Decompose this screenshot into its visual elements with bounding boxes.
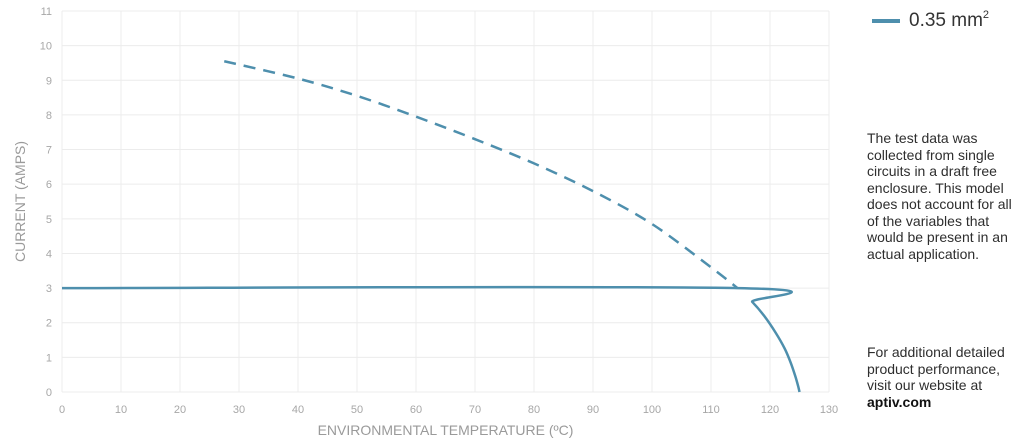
x-tick-label: 120 [761, 404, 779, 416]
x-tick-label: 40 [292, 404, 304, 416]
website-note: For additional detailed product performa… [867, 344, 1022, 410]
x-axis-title: ENVIRONMENTAL TEMPERATURE (ºC) [318, 422, 574, 438]
grid [61, 10, 830, 393]
chart: 0 10 20 30 40 50 60 70 80 90 100 110 120 130 0 1 2 3 4 5 6 7 8… [12, 6, 838, 438]
legend: 0.35 mm2 [872, 9, 989, 32]
x-tick-label: 90 [587, 404, 599, 416]
y-tick-label: 6 [46, 179, 52, 191]
y-tick-label: 5 [46, 214, 52, 226]
y-tick-label: 2 [46, 318, 52, 330]
series-lines [61, 60, 801, 393]
x-tick-label: 130 [820, 404, 838, 416]
legend-label: 0.35 mm2 [909, 9, 989, 32]
y-tick-label: 7 [46, 145, 52, 157]
test-data-note: The test data was collected from single … [867, 130, 1012, 262]
x-tick-label: 100 [643, 404, 661, 416]
legend-label-text: 0.35 mm [909, 10, 983, 31]
x-tick-label: 0 [59, 404, 65, 416]
y-tick-label: 9 [46, 75, 52, 87]
series-line-dashed [223, 60, 739, 290]
legend-swatch [872, 18, 900, 23]
y-axis-title: CURRENT (AMPS) [12, 141, 28, 262]
website-link[interactable]: aptiv.com [867, 393, 932, 410]
x-tick-label: 30 [233, 404, 245, 416]
x-tick-label: 60 [410, 404, 422, 416]
series-line-solid [61, 285, 801, 393]
x-tick-label: 80 [528, 404, 540, 416]
tick-labels: 0 10 20 30 40 50 60 70 80 90 100 110 120 130 0 1 2 3 4 5 6 7 8… [40, 6, 838, 416]
x-tick-label: 70 [469, 404, 481, 416]
x-tick-label: 20 [174, 404, 186, 416]
y-tick-label: 1 [46, 352, 52, 364]
y-tick-label: 11 [41, 6, 52, 18]
y-tick-label: 3 [46, 283, 52, 295]
x-tick-label: 50 [351, 404, 363, 416]
y-tick-label: 8 [46, 110, 52, 122]
y-tick-label: 0 [46, 387, 52, 399]
website-note-text: For additional detailed product performa… [867, 344, 1005, 393]
y-tick-label: 4 [46, 248, 52, 260]
x-tick-label: 10 [115, 404, 127, 416]
x-tick-label: 110 [702, 404, 720, 416]
legend-label-superscript: 2 [982, 9, 990, 21]
y-tick-label: 10 [40, 41, 52, 53]
